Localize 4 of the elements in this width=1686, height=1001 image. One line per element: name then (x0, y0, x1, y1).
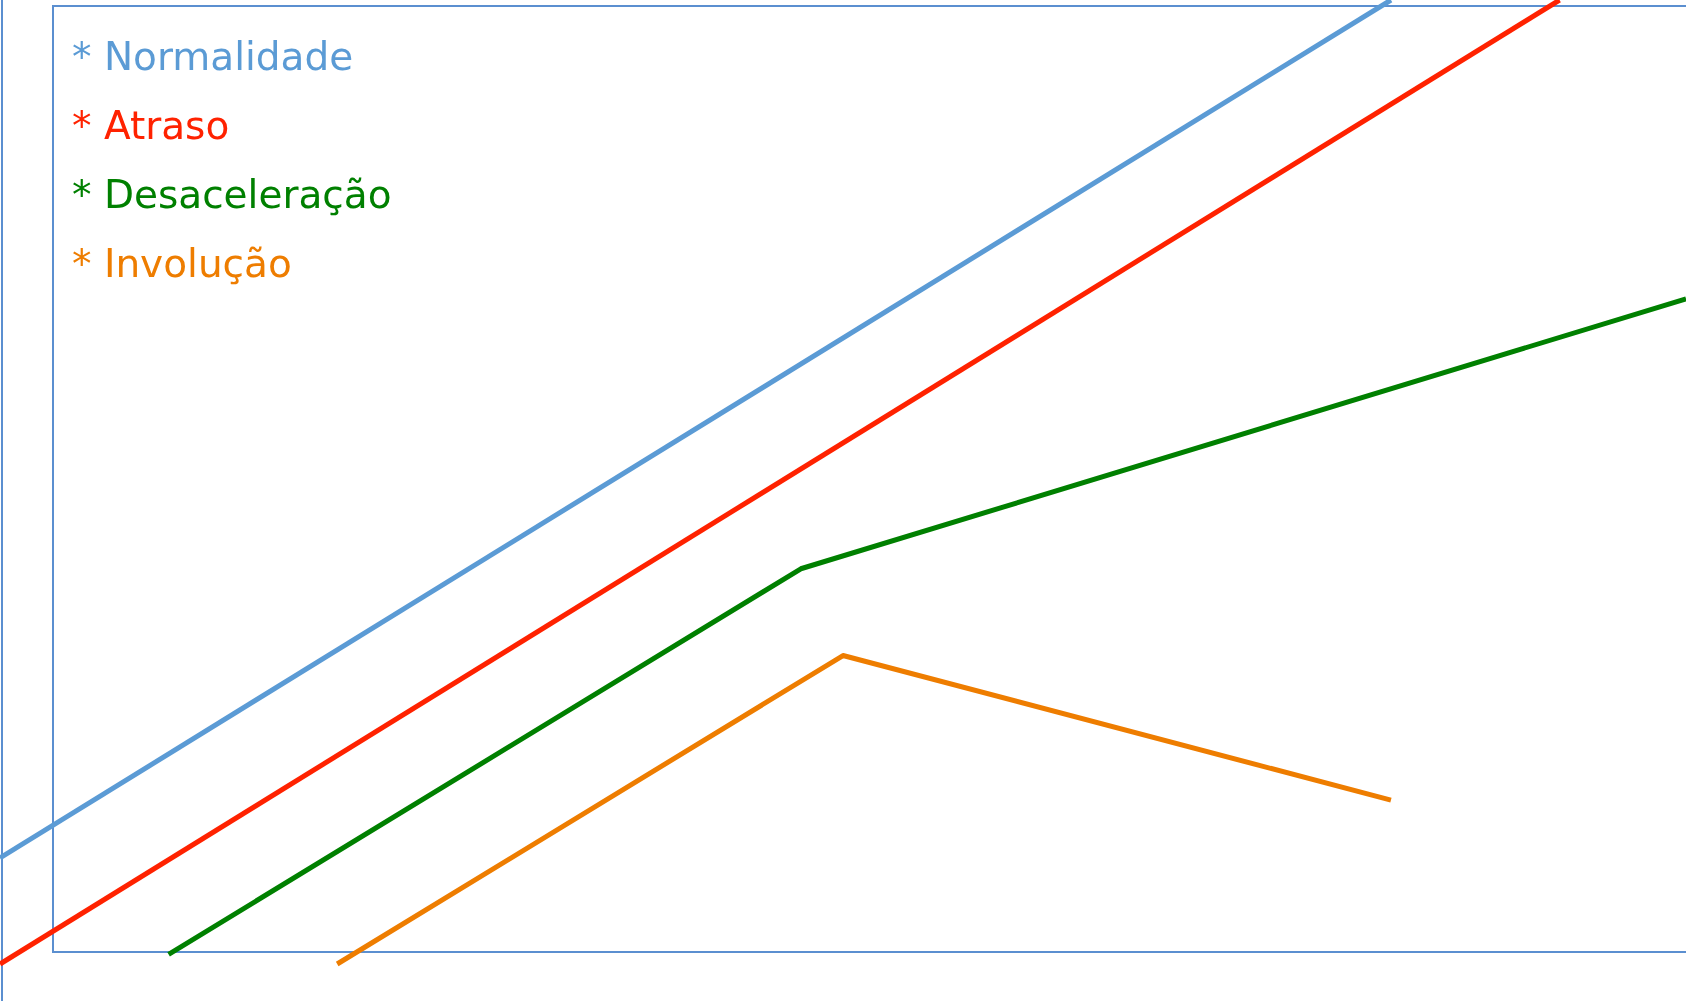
text: * Normalidade (72, 33, 355, 81)
text: * Atraso (72, 102, 231, 150)
text: * Desaceleração (72, 171, 392, 219)
text: * Involução (72, 240, 293, 288)
